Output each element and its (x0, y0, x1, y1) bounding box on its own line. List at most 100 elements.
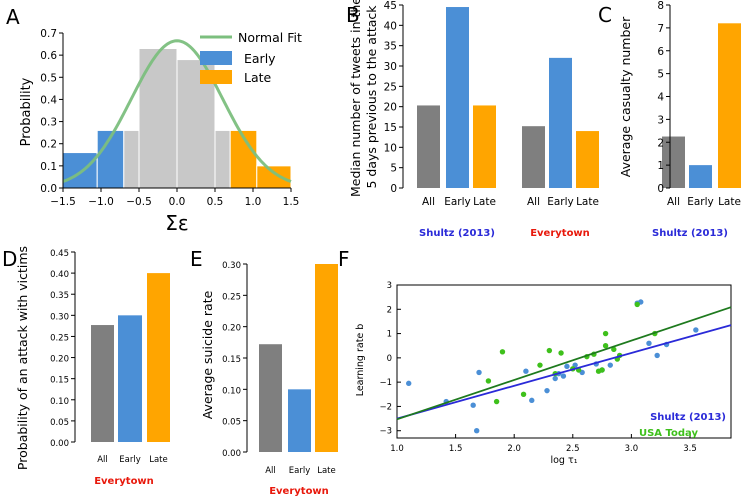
bar-d-early (118, 315, 142, 442)
y-tick-label-E: 0.05 (222, 418, 241, 428)
group-caption-shultz: Shultz (2013) (419, 228, 495, 239)
scatter-point-usa-today (546, 347, 553, 354)
y-tick-label-D: 0.45 (50, 249, 69, 259)
x-category-label-c: Late (718, 196, 741, 208)
scatter-point-shultz (607, 362, 613, 368)
y-tick-label-B: 30 (384, 61, 397, 73)
x-category-label-b: Late (473, 196, 496, 208)
scatter-point-usa-today (611, 346, 617, 353)
scatter-point-shultz (529, 397, 535, 404)
x-tick-label-F: 2.0 (507, 444, 521, 454)
y-axis-title-C: Average casualty number (618, 16, 633, 177)
caption-E: Everytown (269, 486, 329, 497)
y-tick-label-E: 0.00 (222, 449, 241, 459)
legend-label-late: Late (244, 70, 272, 85)
y-tick-label-B: 5 (390, 163, 397, 175)
y-tick-label-A: 0.5 (40, 72, 57, 84)
y-tick-label-A: 0.4 (40, 94, 57, 106)
y-tick-label-E: 0.30 (222, 261, 241, 271)
group-caption-everytown: Everytown (530, 228, 590, 239)
scatter-point-usa-today (499, 349, 506, 355)
scatter-point-usa-today (599, 367, 605, 373)
y-tick-label-A: 0.1 (40, 161, 57, 173)
x-tick-label-F: 2.5 (566, 444, 580, 454)
x-category-label-d: All (97, 455, 108, 465)
x-tick-label-F: 3.5 (683, 444, 697, 454)
x-category-label-b: All (527, 196, 540, 208)
y-tick-label-B: 10 (384, 142, 397, 154)
bar-d-all (91, 325, 114, 442)
legend-swatch-early (200, 51, 232, 65)
y-tick-label-E: 0.10 (222, 386, 241, 396)
x-tick-label-A: −0.5 (126, 196, 152, 208)
y-tick-label-E: 0.20 (222, 324, 241, 334)
bar-b-late (576, 131, 599, 188)
y-tick-label-F: 2 (387, 305, 392, 315)
scatter-point-usa-today (485, 378, 492, 384)
caption-D: Everytown (94, 476, 154, 487)
y-tick-label-B: 35 (384, 41, 397, 53)
x-category-label-d: Late (149, 455, 168, 465)
x-category-label-c: All (667, 196, 680, 208)
plot-frame-F (396, 284, 732, 439)
y-tick-label-B: 20 (384, 102, 397, 114)
y-tick-label-C: 5 (657, 69, 664, 81)
scatter-point-shultz (476, 369, 482, 376)
panel-label-e: E (190, 247, 203, 271)
y-tick-label-B: 25 (384, 81, 397, 93)
y-tick-label-C: 3 (657, 114, 664, 126)
panel-label-a: A (6, 5, 20, 29)
bar-d-late (147, 273, 170, 442)
y-axis-title-D: Probability of an attack with victims (15, 246, 30, 470)
y-axis-title-B-line2: 5 days previous to the attack (364, 5, 379, 189)
y-tick-label-D: 0.05 (50, 418, 69, 428)
scatter-point-usa-today (537, 362, 543, 368)
bar-c-late (718, 23, 741, 188)
scatter-point-shultz (523, 368, 529, 374)
x-category-label-b: Early (444, 196, 471, 208)
bar-b-early (446, 7, 469, 188)
scatter-point-usa-today (558, 350, 564, 356)
x-category-label-e: Early (289, 466, 310, 476)
panel-label-d: D (2, 247, 17, 271)
x-category-label-d: Early (119, 455, 140, 465)
y-tick-label-D: 0.30 (50, 312, 69, 322)
x-category-label-b: All (422, 196, 435, 208)
histogram-bar-early (96, 129, 125, 189)
x-tick-label-F: 1.0 (390, 444, 404, 454)
histogram-bar-mid (214, 129, 231, 189)
x-tick-label-A: 0.5 (207, 196, 224, 208)
caption-C: Shultz (2013) (652, 228, 728, 239)
bar-b-all (417, 105, 440, 188)
legend-label-early: Early (244, 51, 276, 66)
y-tick-label-A: 0.0 (40, 183, 57, 195)
fit-line-shultz (396, 324, 732, 420)
y-tick-label-D: 0.00 (50, 439, 69, 449)
normal-fit-curve (62, 39, 292, 183)
panel-label-b: B (346, 3, 360, 27)
y-axis-title-E: Average suicide rate (200, 290, 215, 419)
scatter-point-shultz (544, 387, 550, 394)
x-tick-label-F: 1.5 (449, 444, 463, 454)
scatter-point-shultz (406, 380, 412, 387)
y-axis-title-F: Learning rate b (355, 324, 366, 397)
y-tick-label-F: −2 (379, 402, 392, 412)
x-category-label-e: All (265, 466, 276, 476)
x-tick-label-F: 3.0 (625, 444, 639, 454)
legend-swatch-late (200, 70, 232, 84)
y-tick-label-B: 45 (384, 0, 397, 12)
scatter-point-shultz (564, 363, 570, 370)
y-tick-label-A: 0.7 (40, 28, 57, 40)
y-tick-label-C: 2 (657, 137, 664, 149)
legend-label-normal-fit: Normal Fit (238, 30, 302, 45)
y-tick-label-A: 0.2 (40, 139, 57, 151)
bar-b-all (522, 126, 545, 188)
y-tick-label-D: 0.15 (50, 376, 69, 386)
legend-label-usa-today: USA Today (639, 428, 699, 439)
y-tick-label-D: 0.10 (50, 397, 69, 407)
y-tick-label-D: 0.20 (50, 355, 69, 365)
x-tick-label-A: 0.0 (169, 196, 186, 208)
y-axis-title-A: Probability (19, 77, 34, 146)
scatter-point-shultz (560, 373, 567, 379)
